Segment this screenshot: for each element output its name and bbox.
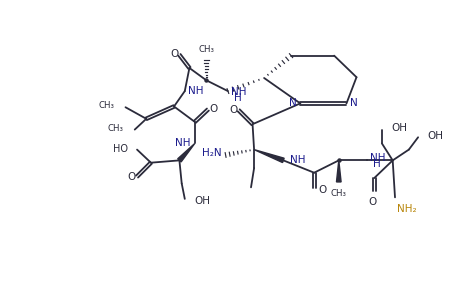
Text: O: O [170, 49, 178, 59]
Text: HO: HO [113, 144, 128, 154]
Text: OH: OH [391, 123, 407, 133]
Text: O: O [128, 172, 136, 182]
Polygon shape [254, 150, 284, 162]
Text: CH₃: CH₃ [99, 101, 115, 110]
Text: H: H [374, 159, 381, 169]
Text: N: N [349, 98, 357, 108]
Polygon shape [336, 160, 341, 182]
Text: H: H [234, 93, 242, 103]
Text: H₂N: H₂N [202, 148, 222, 158]
Text: NH: NH [370, 153, 386, 163]
Text: CH₃: CH₃ [108, 124, 124, 132]
Text: O: O [229, 105, 237, 115]
Text: O: O [368, 197, 377, 207]
Text: CH₃: CH₃ [331, 189, 347, 198]
Text: O: O [318, 185, 326, 195]
Text: O: O [209, 104, 218, 114]
Text: NH: NH [176, 138, 191, 148]
Text: NH: NH [188, 86, 203, 96]
Text: CH₃: CH₃ [198, 45, 214, 54]
Text: N: N [290, 98, 297, 108]
Polygon shape [178, 143, 195, 162]
Text: OH: OH [427, 131, 443, 141]
Text: NH: NH [231, 87, 246, 97]
Text: OH: OH [194, 196, 210, 206]
Text: NH: NH [290, 155, 305, 165]
Text: NH₂: NH₂ [398, 203, 417, 214]
